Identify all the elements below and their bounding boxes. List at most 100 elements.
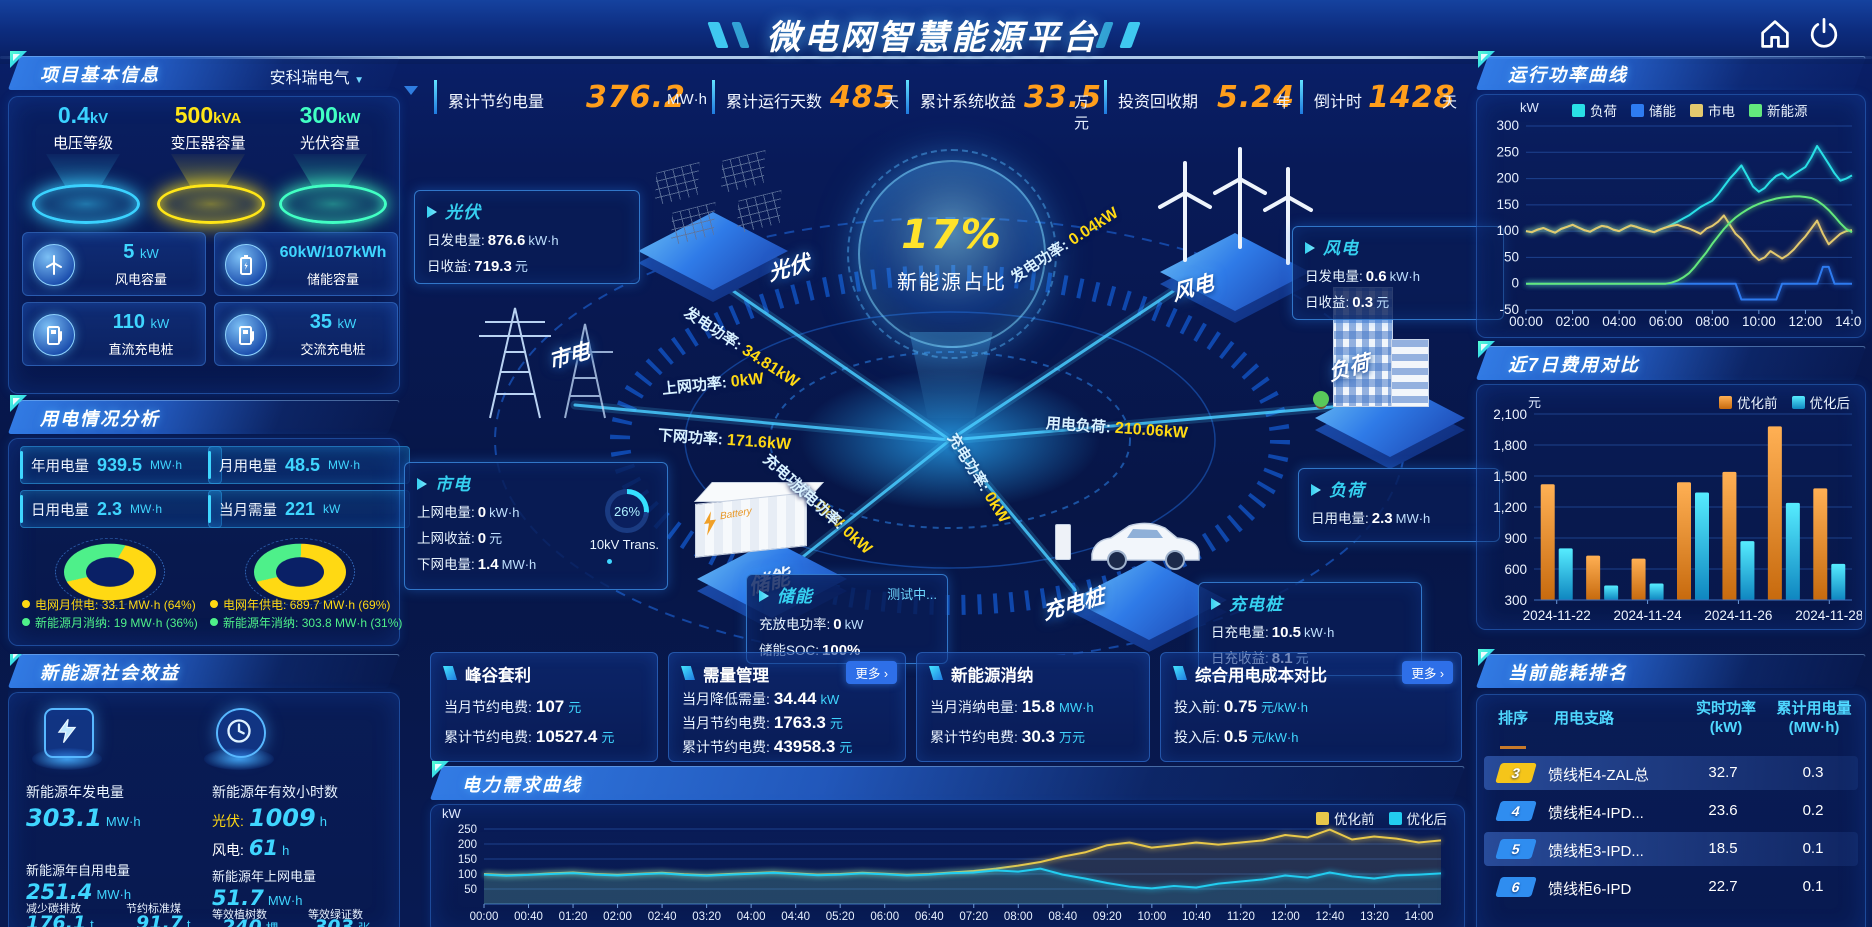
collapse-arrow-icon[interactable] [404, 86, 418, 95]
usage-body [8, 438, 400, 646]
legend-item[interactable]: 负荷 [1572, 100, 1617, 120]
legend-item: 电网月供电: 33.1 MW·h (64%) [22, 596, 196, 613]
svg-text:02:00: 02:00 [1556, 314, 1590, 329]
stat-day-usage: 日用电量 2.3 MW·h [20, 490, 222, 528]
pv-hours: 光伏: 1009 h [212, 804, 327, 832]
table-row[interactable]: 6 馈线柜6-IPD 22.7 0.1 [1484, 870, 1858, 904]
more-button[interactable]: 更多 › [846, 661, 897, 684]
svg-text:06:00: 06:00 [1649, 314, 1683, 329]
month-supply-donut [64, 543, 156, 601]
kpi-run-days: 累计运行天数 485 天 [712, 78, 902, 118]
legend-item[interactable]: 优化前 [1316, 808, 1375, 828]
pv-capacity-label: 光伏容量 [299, 135, 360, 152]
svg-text:150: 150 [1496, 197, 1519, 212]
svg-text:600: 600 [1504, 562, 1527, 577]
legend-swatch [1316, 811, 1329, 825]
legend-item[interactable]: 优化后 [1791, 392, 1850, 412]
y-axis-unit: 元 [1528, 395, 1542, 410]
generation-icon [44, 708, 94, 758]
renewable-share-value: 17% [901, 212, 1003, 258]
power-icon[interactable] [1806, 16, 1842, 52]
panel-corner-icon [1478, 341, 1495, 358]
co2-label: 减少碳排放 [26, 903, 81, 915]
table-row[interactable]: 4 馈线柜4-IPD... 23.6 0.2 [1484, 794, 1858, 828]
coal-value: 91.7 t [136, 912, 191, 927]
svg-text:01:20: 01:20 [559, 911, 588, 923]
power-curve-chart: -50 0 50 100 150 200 250 300 00:00 02:00 04:00 06:0… [1480, 118, 1868, 334]
charging-post [1055, 524, 1071, 560]
svg-text:11:20: 11:20 [1227, 911, 1255, 923]
svg-text:50: 50 [464, 884, 477, 896]
card-icon [929, 666, 943, 680]
title-deco-left-icon [731, 22, 750, 48]
demand-curve-chart: 50 100 150 200 250 00:00 00:40 01:20 02:00 02:40 0… [438, 808, 1457, 924]
svg-text:02:40: 02:40 [648, 911, 677, 923]
svg-text:12:00: 12:00 [1271, 911, 1300, 923]
table-row[interactable]: 3 馈线柜4-ZAL总 32.7 0.3 [1484, 756, 1858, 790]
voltage-level-label: 电压等级 [52, 135, 113, 152]
company-selector[interactable]: 安科瑞电气 ▼ [269, 70, 364, 87]
chevron-down-icon: ▼ [354, 75, 364, 86]
svg-text:00:00: 00:00 [470, 911, 499, 923]
legend-swatch [1791, 395, 1805, 409]
renewable-share-label: 新能源占比 [897, 272, 1007, 294]
table-row[interactable]: 5 馈线柜3-IPD... 18.5 0.1 [1484, 832, 1858, 866]
svg-text:06:40: 06:40 [915, 911, 944, 923]
status-badge: 测试中... [887, 587, 937, 602]
legend-swatch [1719, 395, 1732, 409]
legend-item[interactable]: 优化后 [1388, 808, 1447, 828]
arrow-icon [417, 478, 427, 490]
chart-legend: 优化前 优化后 [1316, 808, 1447, 828]
battery-container: Battery [695, 492, 807, 558]
gauge-dot [607, 559, 612, 564]
panel-corner-icon [10, 654, 27, 666]
svg-text:04:00: 04:00 [737, 911, 766, 923]
legend-dot [210, 600, 218, 608]
svg-text:50: 50 [1504, 249, 1519, 264]
panel-corner-icon [10, 51, 27, 68]
stat-year-usage: 年用电量 939.5 MW·h [20, 446, 222, 484]
more-button[interactable]: 更多 › [1402, 661, 1453, 684]
stat-month-demand: 当月需量 221 kW [208, 490, 410, 528]
hologram-ring [32, 184, 140, 224]
page-title: 微电网智慧能源平台 [766, 19, 1100, 57]
title-deco-right-icon [1119, 22, 1141, 48]
col-header-rank: 排序 [1498, 710, 1529, 727]
kpi-countdown: 倒计时 1428 天 [1300, 78, 1465, 118]
svg-text:08:40: 08:40 [1048, 911, 1077, 923]
panel-power-curve: 运行功率曲线 kW 负荷 储能 市电 新能源 -50 0 50 100 150 200 250 30… [1476, 51, 1869, 338]
svg-text:10:00: 10:00 [1137, 911, 1166, 923]
panel-demand-curve: 电力需求曲线 kW 优化前 优化后 50 100 150 200 250 00:00 00:4… [430, 761, 1465, 927]
panel-corner-icon [432, 761, 449, 778]
svg-text:14:00: 14:00 [1835, 314, 1862, 329]
panel-project-info: 项目基本信息 安科瑞电气 ▼ 0.4kV 电压等级 500kVA 变压器容量 3… [8, 51, 400, 394]
svg-text:03:20: 03:20 [692, 911, 721, 923]
storage-capacity-card: 60kW/107kWh 储能容量 [214, 232, 398, 296]
battery-box-label: Battery [719, 505, 753, 523]
grid-info-card: 市电 上网电量: 0 kW·h 上网收益: 0 元 下网电量: 1.4 MW·h 26% 1… [404, 462, 668, 590]
home-icon[interactable] [1757, 16, 1793, 52]
svg-text:05:20: 05:20 [826, 911, 855, 923]
legend-item[interactable]: 储能 [1631, 100, 1676, 120]
svg-text:06:00: 06:00 [870, 911, 899, 923]
svg-text:2024-11-28: 2024-11-28 [1795, 608, 1862, 623]
svg-text:09:20: 09:20 [1093, 911, 1122, 923]
card-icon [1173, 666, 1187, 680]
legend-item[interactable]: 市电 [1690, 100, 1735, 120]
svg-text:00:40: 00:40 [514, 911, 543, 923]
panel-corner-icon [10, 395, 27, 412]
svg-text:00:00: 00:00 [1509, 314, 1543, 329]
legend-item[interactable]: 新能源 [1749, 100, 1808, 120]
panel-title: 运行功率曲线 [1508, 65, 1628, 85]
arrow-icon [427, 206, 437, 218]
svg-text:200: 200 [1496, 171, 1519, 186]
legend-item[interactable]: 优化前 [1719, 392, 1778, 412]
gen-label: 新能源年发电量 [26, 784, 124, 800]
demand-chart-body [430, 804, 1465, 927]
wind-capacity-card: 5 kW 风电容量 [22, 232, 206, 296]
svg-text:2,100: 2,100 [1493, 408, 1527, 422]
svg-text:08:00: 08:00 [1004, 911, 1033, 923]
panel-title: 当前能耗排名 [1508, 663, 1628, 683]
dc-charger-card: 110 kW 直流充电桩 [22, 302, 206, 366]
